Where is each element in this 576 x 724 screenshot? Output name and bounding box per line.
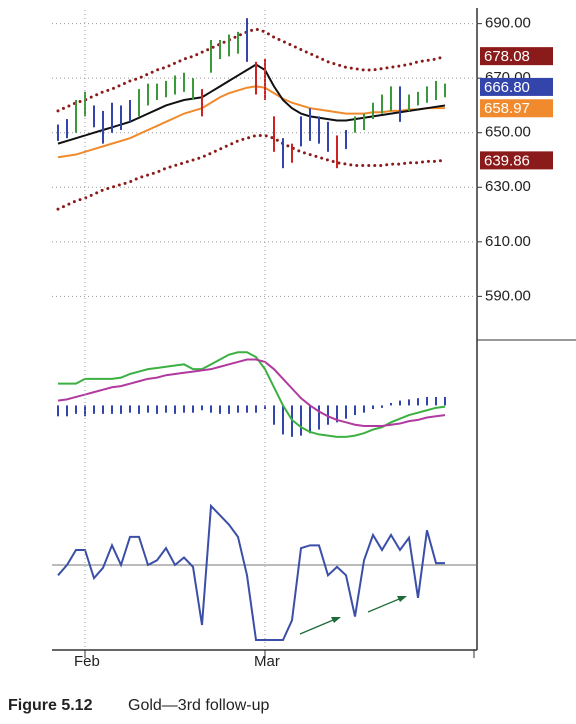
series-line (56, 27, 447, 113)
arrow-head (331, 617, 341, 623)
price-label: 639.86 (484, 152, 530, 169)
price-label-box (480, 99, 553, 118)
price-label: 666.80 (484, 79, 530, 96)
arrow (367, 596, 405, 613)
y-tick-label: 610.00 (485, 233, 531, 250)
series-line (58, 351, 446, 438)
price-label: 678.08 (484, 48, 530, 65)
series-line (56, 133, 447, 211)
annotation-arrows (299, 596, 407, 635)
y-tick-label: 590.00 (485, 287, 531, 304)
series-line (57, 358, 446, 427)
figure-number: Figure 5.12 (8, 697, 93, 714)
figure-title: Gold—3rd follow-up (128, 697, 270, 714)
price-label-box (480, 47, 553, 66)
series-line (57, 85, 445, 159)
price-label-box (480, 151, 553, 170)
arrow-head (397, 596, 407, 602)
price-label: 658.97 (484, 100, 530, 117)
x-tick-label: Mar (254, 653, 280, 670)
series-line (57, 63, 446, 145)
y-tick-label: 690.00 (485, 15, 531, 32)
x-tick-label: Feb (74, 653, 100, 670)
price-label-box (480, 77, 553, 96)
y-tick-label: 650.00 (485, 124, 531, 141)
arrow (299, 617, 339, 635)
y-tick-label: 630.00 (485, 178, 531, 195)
series-line (57, 503, 445, 641)
